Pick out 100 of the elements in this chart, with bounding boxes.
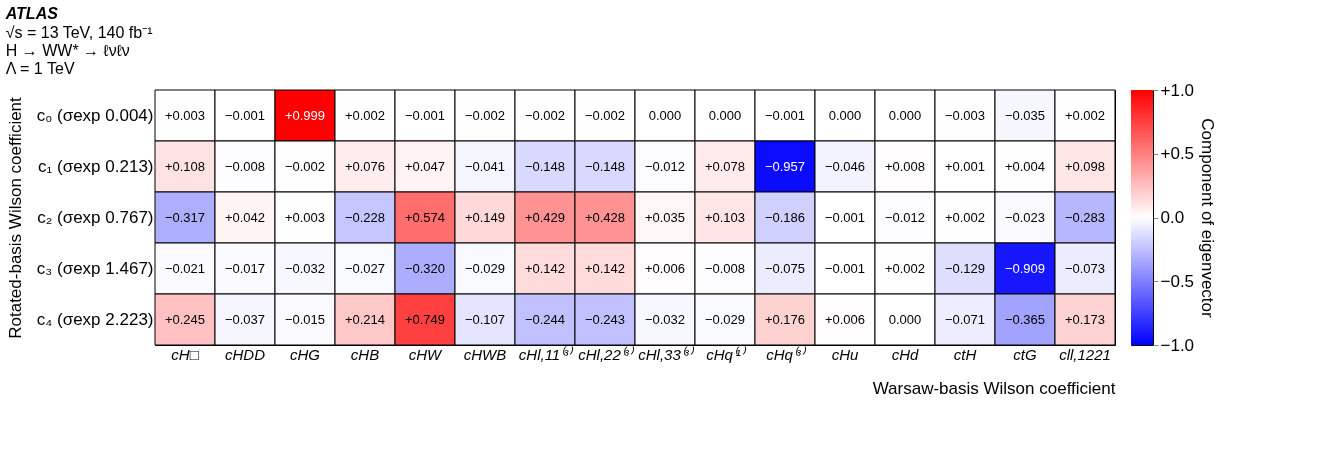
data-label: −0.032 xyxy=(284,260,326,276)
color-bar-label: −0.5 xyxy=(1160,271,1195,291)
data-label: −0.957 xyxy=(764,158,806,174)
data-label: −0.283 xyxy=(1064,209,1106,225)
data-label: −0.129 xyxy=(944,260,986,276)
chart-title: ATLAS xyxy=(4,4,59,22)
data-label: +0.173 xyxy=(1064,311,1106,327)
data-label: −0.023 xyxy=(1004,209,1046,225)
text: Λ = 1 TeV xyxy=(5,59,76,77)
data-label: +0.008 xyxy=(884,158,926,174)
data-label: 0.000 xyxy=(648,107,682,123)
data-label: −0.148 xyxy=(524,158,566,174)
data-label: +0.001 xyxy=(944,158,986,174)
x-tick-label: cHWB xyxy=(463,345,507,363)
data-label: +0.245 xyxy=(164,311,206,327)
x-tick-label: cll,1221 xyxy=(1059,345,1111,363)
data-label: −0.001 xyxy=(404,107,446,123)
data-label: +0.002 xyxy=(944,209,986,225)
x-tick-label: cHq⁽¹⁾ xyxy=(706,345,747,363)
data-label: −0.041 xyxy=(464,158,506,174)
text: √s = 13 TeV, 140 fb⁻¹ xyxy=(5,23,153,41)
x-tick-label: cHl,33⁽³⁾ xyxy=(638,345,695,363)
data-label: +0.002 xyxy=(884,260,926,276)
data-label: +0.002 xyxy=(344,107,386,123)
data-label: +0.429 xyxy=(524,209,566,225)
data-label: +0.003 xyxy=(164,107,206,123)
x-tick-label: cHd xyxy=(891,345,919,363)
data-label: −0.029 xyxy=(464,260,506,276)
data-label: −0.071 xyxy=(944,311,986,327)
data-label: −0.186 xyxy=(764,209,806,225)
x-tick-label: cHB xyxy=(350,345,380,363)
data-label: −0.003 xyxy=(944,107,986,123)
data-label: −0.012 xyxy=(644,158,686,174)
color-bar-title: Component of eigenvector xyxy=(1198,118,1218,319)
data-label: −0.002 xyxy=(584,107,626,123)
data-label: +0.214 xyxy=(344,311,386,327)
color-bar-label: +0.5 xyxy=(1160,144,1195,164)
data-label: +0.006 xyxy=(824,311,866,327)
data-label: −0.037 xyxy=(224,311,266,327)
data-label: −0.317 xyxy=(164,209,206,225)
data-label: −0.027 xyxy=(344,260,386,276)
data-label: −0.075 xyxy=(764,260,806,276)
text: H → WW* → ℓνℓν xyxy=(5,41,130,59)
y-tick-label: c₂ (σexp 0.767) xyxy=(37,207,154,227)
data-label: −0.032 xyxy=(644,311,686,327)
x-tick-label: cHl,22⁽³⁾ xyxy=(578,345,635,363)
color-bar-label: −1.0 xyxy=(1160,335,1195,355)
data-label: −0.001 xyxy=(824,209,866,225)
data-label: −0.001 xyxy=(224,107,266,123)
data-label: +0.176 xyxy=(764,311,806,327)
data-label: 0.000 xyxy=(888,107,922,123)
data-label: −0.035 xyxy=(1004,107,1046,123)
x-axis-title: Warsaw-basis Wilson coefficient xyxy=(872,378,1116,398)
data-label: +0.004 xyxy=(1004,158,1046,174)
data-label: −0.008 xyxy=(224,158,266,174)
data-label: −0.909 xyxy=(1004,260,1046,276)
data-label: −0.029 xyxy=(704,311,746,327)
data-label: −0.021 xyxy=(164,260,206,276)
data-label: +0.098 xyxy=(1064,158,1106,174)
data-label: +0.103 xyxy=(704,209,746,225)
x-tick-label: cHW xyxy=(408,345,444,363)
data-label: −0.015 xyxy=(284,311,326,327)
data-label: −0.002 xyxy=(284,158,326,174)
data-label: −0.017 xyxy=(224,260,266,276)
data-label: 0.000 xyxy=(708,107,742,123)
data-label: −0.002 xyxy=(524,107,566,123)
data-label: −0.244 xyxy=(524,311,566,327)
x-tick-label: cHu xyxy=(831,345,859,363)
data-label: +0.042 xyxy=(224,209,266,225)
x-tick-label: cH□ xyxy=(171,345,199,363)
data-label: −0.107 xyxy=(464,311,506,327)
x-tick-label: ctH xyxy=(953,345,977,363)
data-label: −0.365 xyxy=(1004,311,1046,327)
y-tick-label: c₃ (σexp 1.467) xyxy=(36,258,154,278)
data-label: −0.148 xyxy=(584,158,626,174)
data-label: +0.574 xyxy=(404,209,446,225)
data-label: −0.228 xyxy=(344,209,386,225)
data-label: −0.073 xyxy=(1064,260,1106,276)
data-label: +0.002 xyxy=(1064,107,1106,123)
y-tick-label: c₀ (σexp 0.004) xyxy=(36,105,154,125)
data-label: −0.046 xyxy=(824,158,866,174)
data-label: 0.000 xyxy=(828,107,862,123)
y-tick-label: c₁ (σexp 0.213) xyxy=(38,156,154,176)
x-tick-label: cHG xyxy=(290,345,321,363)
data-label: +0.149 xyxy=(464,209,506,225)
data-label: −0.012 xyxy=(884,209,926,225)
data-label: +0.142 xyxy=(584,260,626,276)
x-tick-label: cHq⁽³⁾ xyxy=(766,345,807,363)
color-bar-label: +1.0 xyxy=(1160,80,1195,100)
data-label: +0.999 xyxy=(284,107,326,123)
data-label: +0.428 xyxy=(584,209,626,225)
data-label: +0.006 xyxy=(644,260,686,276)
data-label: +0.035 xyxy=(644,209,686,225)
data-label: −0.320 xyxy=(404,260,446,276)
data-label: +0.076 xyxy=(344,158,386,174)
data-label: +0.108 xyxy=(164,158,206,174)
x-tick-label: ctG xyxy=(1013,345,1037,363)
data-label: +0.078 xyxy=(704,158,746,174)
data-label: −0.002 xyxy=(464,107,506,123)
x-tick-label: cHl,11⁽³⁾ xyxy=(518,345,575,363)
